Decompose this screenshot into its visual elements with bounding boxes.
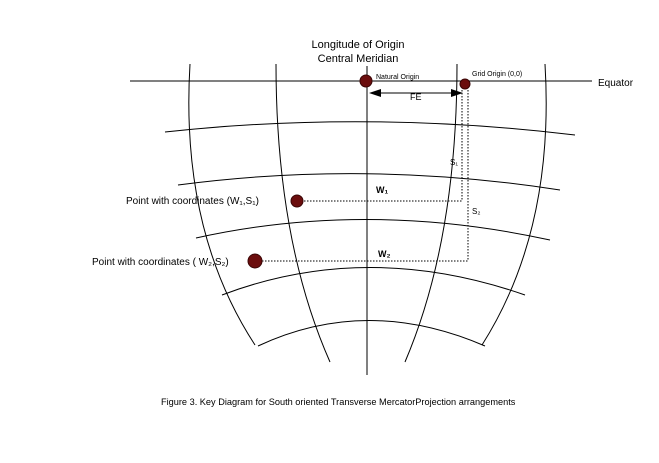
w1-label: W₁: [376, 185, 388, 195]
s2-label: S₂: [472, 207, 480, 216]
fe-arrow-left-head: [369, 89, 381, 97]
s1-label: S₁: [450, 158, 458, 167]
parallel-3: [195, 219, 551, 241]
parallel-4: [221, 267, 526, 296]
meridian-far-left: [188, 63, 256, 346]
natural-origin-label: Natural Origin: [376, 74, 419, 81]
point-2-label: Point with coordinates ( W₂,S₂): [92, 257, 229, 268]
fe-label: FE: [410, 92, 422, 102]
parallel-1: [164, 121, 576, 136]
point-1-label: Point with coordinates (W₁,S₁): [126, 196, 259, 207]
meridian-far-right: [481, 63, 547, 346]
grid-origin-label: Grid Origin (0,0): [472, 71, 522, 78]
parallel-5: [257, 320, 486, 347]
title-line-2: Central Meridian: [318, 53, 399, 65]
title-line-1: Longitude of Origin: [312, 39, 405, 51]
meridian-right: [404, 63, 458, 363]
equator-label: Equator: [598, 78, 634, 89]
w2-label: W₂: [378, 249, 391, 259]
point-1: [290, 194, 304, 208]
natural-origin-point: [359, 74, 373, 88]
point-2: [247, 253, 263, 269]
meridian-left: [275, 63, 331, 363]
fe-arrow-right-head: [451, 89, 463, 97]
parallel-2: [177, 173, 561, 191]
grid-origin-point: [459, 78, 471, 90]
figure-caption: Figure 3. Key Diagram for South oriented…: [161, 397, 516, 407]
